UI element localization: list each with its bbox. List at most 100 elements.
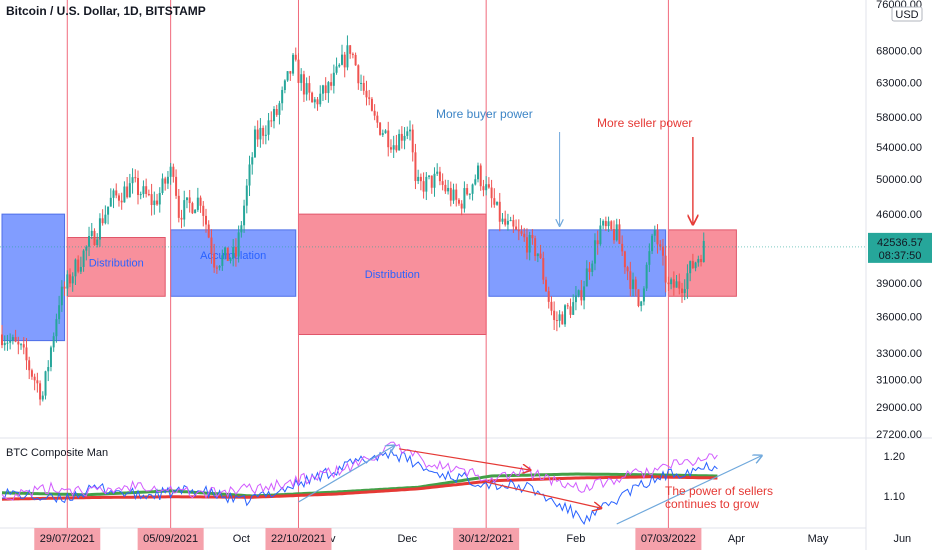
candle-body	[9, 340, 12, 343]
price-axis: 76000.00 68000.00 63000.00 58000.00 54000.00…	[0, 0, 932, 441]
candle-body	[438, 171, 441, 182]
candle-body	[101, 218, 104, 224]
price-tick-9: 36000.00	[876, 312, 922, 324]
candle-body	[33, 376, 36, 381]
candle-body	[686, 273, 689, 290]
candle-body	[120, 200, 123, 203]
candle-body	[237, 232, 240, 257]
candle-body	[172, 166, 175, 177]
trend-arrow-3	[616, 456, 761, 525]
candle-body	[343, 54, 346, 68]
candle-body	[262, 127, 265, 136]
trend-arrow-0	[298, 446, 393, 503]
candle-body	[22, 344, 25, 348]
candle-body	[414, 152, 417, 182]
time-tick-2: Oct	[233, 533, 250, 545]
candle-body	[417, 176, 420, 182]
time-tick-6: Feb	[566, 533, 585, 545]
trend-arrow-1	[399, 448, 530, 470]
bar-countdown: 08:37:50	[879, 250, 922, 262]
price-tick-13: 27200.00	[876, 429, 922, 441]
candle-body	[637, 289, 640, 306]
candle-body	[645, 264, 648, 289]
candle-body	[6, 342, 9, 344]
candle-body	[670, 279, 673, 285]
candle-body	[422, 181, 425, 192]
candle-body	[553, 310, 556, 320]
candle-body	[341, 54, 343, 65]
candle-body	[302, 74, 305, 95]
candle-body	[115, 190, 118, 196]
candle-body	[131, 177, 134, 184]
candle-body	[664, 255, 667, 283]
marker-date-badge-3	[453, 528, 520, 550]
candle-body	[542, 258, 545, 280]
candle-body	[555, 319, 558, 321]
candle-body	[112, 190, 115, 198]
candle-body	[69, 274, 71, 284]
price-tick-4: 54000.00	[876, 142, 922, 154]
candle-body	[623, 251, 626, 268]
candle-body	[332, 72, 335, 86]
candle-body	[566, 305, 569, 307]
marker-date-badge-2	[265, 528, 332, 550]
candle-body	[626, 267, 629, 272]
candle-body	[441, 181, 444, 185]
candle-body	[615, 224, 618, 241]
candle-body	[629, 271, 632, 289]
candle-body	[528, 234, 531, 253]
candle-body	[158, 192, 161, 205]
time-tick-8: Apr	[728, 533, 745, 545]
candle-body	[188, 197, 191, 204]
price-tick-1: 68000.00	[876, 46, 922, 58]
price-tick-12: 29000.00	[876, 402, 922, 414]
candle-body	[569, 306, 572, 315]
candle-body	[604, 221, 607, 227]
time-tick-9: May	[808, 533, 829, 545]
sellers-annotation-line-1: continues to grow	[665, 497, 759, 511]
candle-body	[419, 176, 422, 182]
candle-body	[166, 176, 169, 184]
sellers-annotation-line-0: The power of sellers	[665, 484, 773, 498]
candle-body	[25, 347, 28, 361]
candle-body	[515, 226, 518, 230]
candle-body	[229, 258, 232, 261]
candle-body	[243, 205, 246, 226]
marker-date-badge-4	[635, 528, 702, 550]
candle-body	[357, 65, 360, 84]
candle-body	[308, 83, 311, 93]
candle-body	[259, 127, 262, 140]
candle-body	[88, 236, 91, 247]
price-tick-3: 58000.00	[876, 112, 922, 124]
marker-date-badge-1	[137, 528, 204, 550]
candle-body	[482, 186, 485, 191]
candle-body	[683, 289, 686, 294]
candle-body	[90, 230, 93, 237]
candle-body	[221, 255, 224, 266]
candle-body	[137, 178, 139, 195]
candle-body	[248, 164, 251, 186]
candle-body	[504, 218, 507, 225]
candle-body	[218, 265, 221, 268]
candle-body	[653, 229, 656, 236]
candle-body	[3, 342, 6, 346]
candle-body	[463, 188, 466, 209]
price-tick-2: 63000.00	[876, 78, 922, 90]
candle-body	[321, 85, 324, 94]
candle-body	[253, 129, 256, 158]
candle-body	[691, 261, 694, 269]
candle-body	[117, 195, 120, 201]
zone-accumulation-0	[1, 213, 66, 342]
candle-body	[471, 184, 474, 194]
candle-body	[580, 290, 583, 301]
candle-body	[564, 305, 567, 325]
candle-body	[681, 288, 683, 294]
candle-body	[93, 230, 96, 245]
candle-body	[107, 206, 110, 215]
candle-body	[17, 341, 20, 345]
candle-body	[109, 197, 112, 207]
candle-body	[496, 201, 499, 205]
candle-body	[675, 281, 678, 288]
candle-body	[96, 239, 99, 245]
